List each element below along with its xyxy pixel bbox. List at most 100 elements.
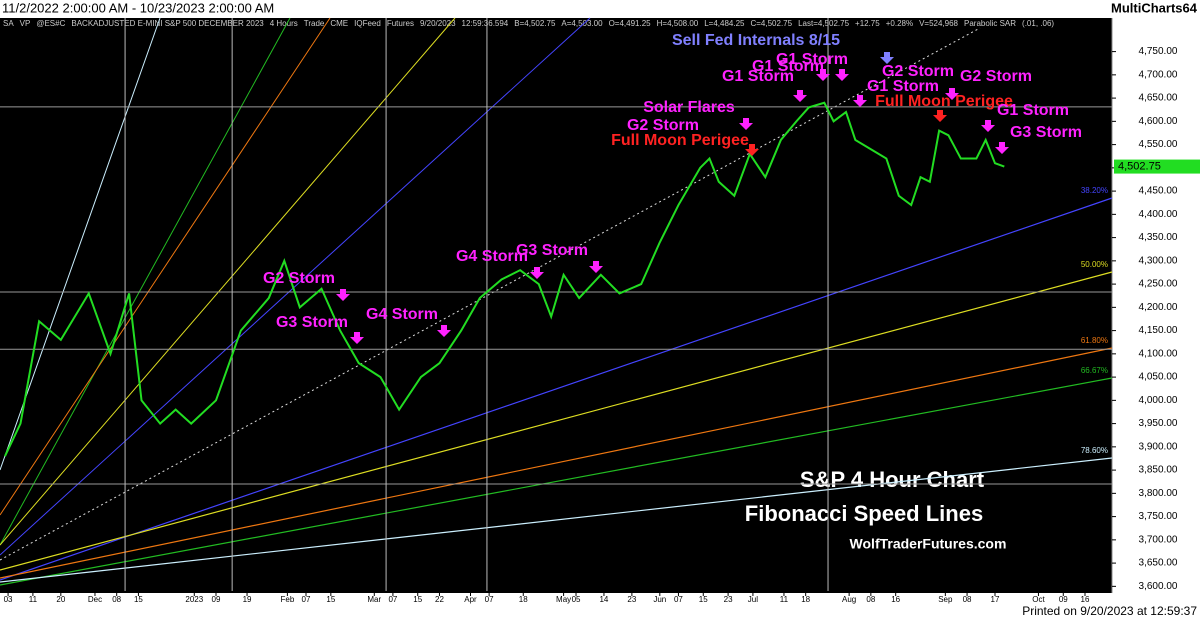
annotation: G2 Storm — [263, 270, 335, 287]
y-tick-label: 4,750.00 — [1139, 46, 1178, 57]
arrow — [933, 110, 947, 122]
annotation: G4 Storm — [456, 248, 528, 265]
annotation: G1 Storm — [752, 58, 824, 75]
fib-label: 66.67% — [1081, 366, 1108, 375]
x-tick-label: 09 — [1059, 595, 1068, 604]
date-range: 11/2/2022 2:00:00 AM - 10/23/2023 2:00:0… — [2, 0, 274, 15]
x-tick-label: 16 — [891, 595, 900, 604]
toolbar-item: H=4,508.00 — [657, 19, 699, 28]
arrow — [739, 118, 753, 130]
x-tick-label: 19 — [243, 595, 252, 604]
arrow — [981, 120, 995, 132]
trend-line — [0, 27, 981, 561]
toolbar-item: (.01, .06) — [1022, 19, 1054, 28]
y-tick-label: 4,050.00 — [1139, 372, 1178, 383]
toolbar-item: L=4,484.25 — [704, 19, 745, 28]
watermark: WolfTraderFutures.com — [850, 536, 1007, 552]
x-tick-label: 08 — [963, 595, 972, 604]
annotation: G1 Storm — [867, 78, 939, 95]
arrow — [835, 69, 849, 81]
fib-speed-line — [0, 377, 1113, 586]
toolbar-item: A=4,503.00 — [561, 19, 603, 28]
x-tick-label: May — [556, 595, 571, 604]
x-tick-label: Mar — [367, 595, 381, 604]
annotation: Solar Flares — [643, 99, 735, 116]
annotation: G1 Storm — [722, 68, 794, 85]
y-tick-label: 4,300.00 — [1139, 255, 1178, 266]
toolbar-item: 9/20/2023 — [420, 19, 456, 28]
x-tick-label: Jun — [653, 595, 666, 604]
toolbar-item: 4 Hours — [270, 19, 298, 28]
y-tick-label: 4,450.00 — [1139, 186, 1178, 197]
time-axis — [0, 593, 1112, 606]
y-tick-label: 3,900.00 — [1139, 441, 1178, 452]
arrow — [995, 142, 1009, 154]
y-tick-label: 4,000.00 — [1139, 395, 1178, 406]
x-tick-label: Dec — [88, 595, 102, 604]
arrow — [745, 144, 759, 156]
toolbar-item: C=4,502.75 — [750, 19, 792, 28]
x-tick-label: 15 — [699, 595, 708, 604]
annotation: G1 Storm — [776, 51, 848, 68]
fib-fan-line — [0, 17, 291, 546]
toolbar-item: +12.75 — [855, 19, 880, 28]
y-tick-label: 3,850.00 — [1139, 465, 1178, 476]
toolbar-item: BACKADJUSTED E-MINI S&P 500 DECEMBER 202… — [71, 19, 264, 28]
x-tick-label: 07 — [388, 595, 397, 604]
y-tick-label: 4,350.00 — [1139, 232, 1178, 243]
toolbar-item: V=524,968 — [919, 19, 958, 28]
toolbar-item: CME — [330, 19, 348, 28]
plot-area — [0, 18, 1112, 593]
x-tick-label: 23 — [627, 595, 636, 604]
x-tick-label: 15 — [134, 595, 143, 604]
toolbar-item: Trade — [304, 19, 325, 28]
annotation: G3 Storm — [276, 314, 348, 331]
annotation: G3 Storm — [516, 242, 588, 259]
toolbar-item: Last=4,502.75 — [798, 19, 849, 28]
arrow — [350, 332, 364, 344]
arrow — [793, 90, 807, 102]
annotation: Full Moon Perigee — [875, 93, 1013, 110]
chart-subtitle: Fibonacci Speed Lines — [745, 501, 983, 526]
toolbar-item: O=4,491.25 — [609, 19, 652, 28]
x-tick-label: Jul — [748, 595, 758, 604]
toolbar-item: SA — [3, 19, 14, 28]
toolbar-item: +0.28% — [886, 19, 913, 28]
fib-label: 61.80% — [1081, 336, 1108, 345]
annotation: G1 Storm — [997, 102, 1069, 119]
toolbar-item: B=4,502.75 — [514, 19, 556, 28]
y-tick-label: 3,950.00 — [1139, 418, 1178, 429]
y-tick-label: 3,600.00 — [1139, 581, 1178, 592]
y-tick-label: 3,650.00 — [1139, 558, 1178, 569]
x-tick-label: Feb — [280, 595, 294, 604]
header-bar — [0, 0, 1200, 18]
x-tick-label: 18 — [801, 595, 810, 604]
toolbar: SA VP @ES#C BACKADJUSTED E-MINI S&P 500 DEC… — [3, 19, 1054, 28]
y-tick-label: 3,800.00 — [1139, 488, 1178, 499]
arrow — [816, 69, 830, 81]
toolbar-item: VP — [20, 19, 31, 28]
toolbar-item: Parabolic SAR — [964, 19, 1016, 28]
fib-speed-line — [0, 197, 1113, 581]
arrow — [336, 289, 350, 301]
toolbar-item: @ES#C — [36, 19, 65, 28]
x-tick-label: 07 — [674, 595, 683, 604]
price-line — [4, 101, 1005, 457]
x-tick-label: 07 — [485, 595, 494, 604]
y-tick-label: 3,700.00 — [1139, 534, 1178, 545]
annotation: G2 Storm — [627, 117, 699, 134]
x-tick-label: 08 — [866, 595, 875, 604]
annotation: Full Moon Perigee — [611, 132, 749, 149]
arrow — [880, 52, 894, 64]
x-tick-label: 16 — [1081, 595, 1090, 604]
price-axis — [1112, 18, 1200, 593]
x-tick-label: 03 — [4, 595, 13, 604]
x-tick-label: 09 — [212, 595, 221, 604]
x-tick-label: 20 — [56, 595, 65, 604]
y-tick-label: 4,200.00 — [1139, 302, 1178, 313]
y-tick-label: 4,600.00 — [1139, 116, 1178, 127]
annotation: G3 Storm — [1010, 124, 1082, 141]
chart-title: S&P 4 Hour Chart — [800, 467, 985, 492]
